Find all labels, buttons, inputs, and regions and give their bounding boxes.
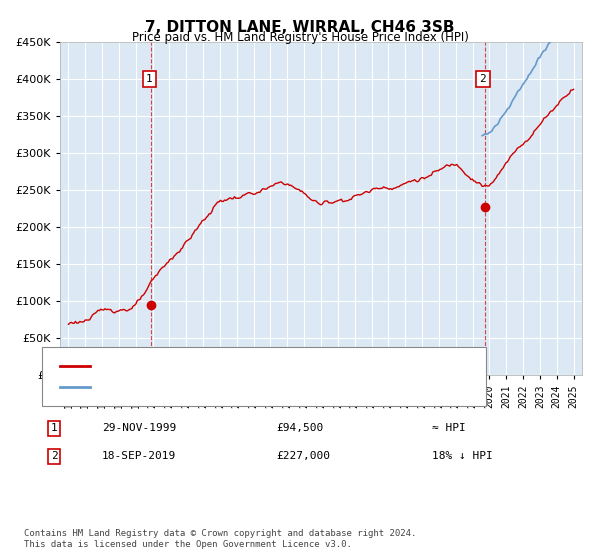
Text: 18% ↓ HPI: 18% ↓ HPI bbox=[432, 451, 493, 461]
Text: 2: 2 bbox=[50, 451, 58, 461]
Text: 1: 1 bbox=[146, 74, 153, 84]
Text: Contains HM Land Registry data © Crown copyright and database right 2024.
This d: Contains HM Land Registry data © Crown c… bbox=[24, 529, 416, 549]
Text: 2: 2 bbox=[479, 74, 487, 84]
Text: 29-NOV-1999: 29-NOV-1999 bbox=[102, 423, 176, 433]
Text: 1: 1 bbox=[50, 423, 58, 433]
Text: £227,000: £227,000 bbox=[276, 451, 330, 461]
Text: 18-SEP-2019: 18-SEP-2019 bbox=[102, 451, 176, 461]
Text: HPI: Average price, detached house, Wirral: HPI: Average price, detached house, Wirr… bbox=[96, 382, 359, 392]
Text: ≈ HPI: ≈ HPI bbox=[432, 423, 466, 433]
Text: 7, DITTON LANE, WIRRAL, CH46 3SB: 7, DITTON LANE, WIRRAL, CH46 3SB bbox=[145, 20, 455, 35]
Text: £94,500: £94,500 bbox=[276, 423, 323, 433]
Text: Price paid vs. HM Land Registry's House Price Index (HPI): Price paid vs. HM Land Registry's House … bbox=[131, 31, 469, 44]
Text: 7, DITTON LANE, WIRRAL, CH46 3SB (detached house): 7, DITTON LANE, WIRRAL, CH46 3SB (detach… bbox=[96, 361, 402, 371]
